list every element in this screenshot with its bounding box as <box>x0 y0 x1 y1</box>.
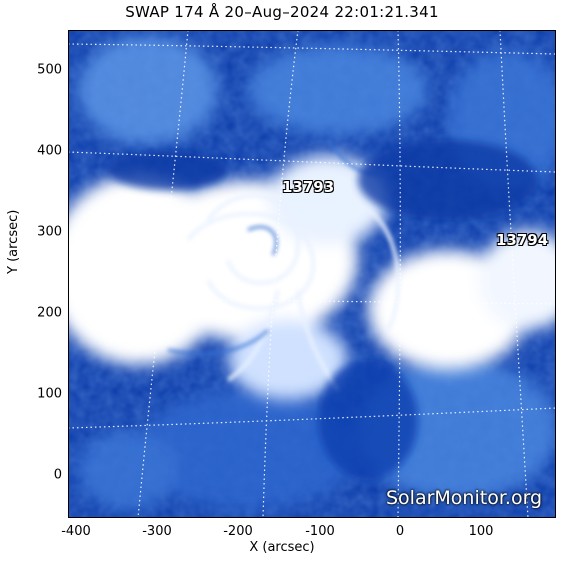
watermark: SolarMonitor.org <box>386 487 543 509</box>
x-tick-label: -200 <box>223 524 253 539</box>
x-axis-label: X (arcsec) <box>249 540 315 555</box>
active-region-label: 13793 <box>282 178 335 196</box>
y-tick-label: 400 <box>37 143 62 159</box>
active-region-label: 13794 <box>496 231 549 249</box>
x-tick-label: 0 <box>395 524 405 539</box>
image-title: SWAP 174 Å 20–Aug–2024 22:01:21.341 <box>125 3 439 21</box>
x-tick-label: -400 <box>61 524 91 539</box>
x-tick-label: -300 <box>142 524 172 539</box>
y-tick-label: 200 <box>37 305 62 321</box>
x-tick-label: -100 <box>305 524 335 539</box>
solar-image-panel: 13793 13794 <box>68 30 556 518</box>
y-tick-label: 300 <box>37 224 62 240</box>
y-axis-label: Y (arcsec) <box>6 209 21 274</box>
solar-image <box>68 30 556 518</box>
y-tick-label: 0 <box>53 467 62 483</box>
x-tick-label: 100 <box>468 524 494 539</box>
y-tick-label: 500 <box>37 62 62 78</box>
y-tick-label: 100 <box>37 386 62 402</box>
